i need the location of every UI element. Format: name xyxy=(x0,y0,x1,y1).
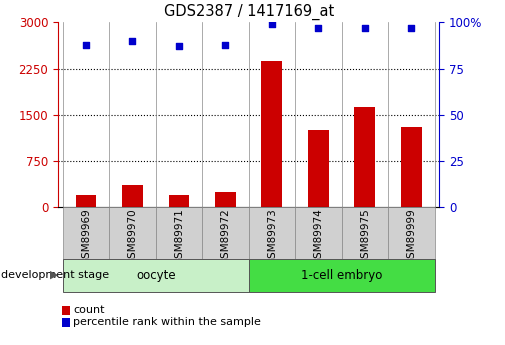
Point xyxy=(315,25,323,31)
Text: GSM89975: GSM89975 xyxy=(360,208,370,265)
Bar xyxy=(156,207,202,259)
Text: count: count xyxy=(73,305,105,315)
Point xyxy=(408,25,416,31)
Title: GDS2387 / 1417169_at: GDS2387 / 1417169_at xyxy=(164,3,334,20)
Text: GSM89974: GSM89974 xyxy=(314,208,324,265)
Bar xyxy=(109,207,156,259)
Bar xyxy=(76,195,96,207)
Point xyxy=(82,42,90,47)
Bar xyxy=(401,127,422,207)
Text: development stage: development stage xyxy=(1,270,109,280)
Text: GSM89969: GSM89969 xyxy=(81,208,91,265)
Point xyxy=(175,44,183,49)
Text: oocyte: oocyte xyxy=(136,269,176,282)
Bar xyxy=(388,207,435,259)
Point xyxy=(221,42,229,47)
Bar xyxy=(215,192,236,207)
Text: GSM89971: GSM89971 xyxy=(174,208,184,265)
Bar xyxy=(308,130,329,207)
Text: percentile rank within the sample: percentile rank within the sample xyxy=(73,317,261,327)
Bar xyxy=(63,207,109,259)
Bar xyxy=(262,61,282,207)
Bar xyxy=(63,259,249,292)
Bar xyxy=(295,207,342,259)
Bar xyxy=(355,107,375,207)
Text: GSM89970: GSM89970 xyxy=(127,208,137,265)
Bar xyxy=(202,207,249,259)
Bar xyxy=(122,186,143,207)
Bar xyxy=(62,306,70,315)
Text: GSM89999: GSM89999 xyxy=(407,208,417,265)
Point xyxy=(268,21,276,27)
Point xyxy=(361,25,369,31)
Bar xyxy=(249,207,295,259)
Text: GSM89972: GSM89972 xyxy=(221,208,230,265)
Point xyxy=(128,38,136,43)
Text: ▶: ▶ xyxy=(49,270,58,280)
Text: GSM89973: GSM89973 xyxy=(267,208,277,265)
Bar xyxy=(62,318,70,327)
Bar xyxy=(169,195,189,207)
Bar xyxy=(342,207,388,259)
Bar xyxy=(249,259,435,292)
Text: 1-cell embryo: 1-cell embryo xyxy=(301,269,382,282)
